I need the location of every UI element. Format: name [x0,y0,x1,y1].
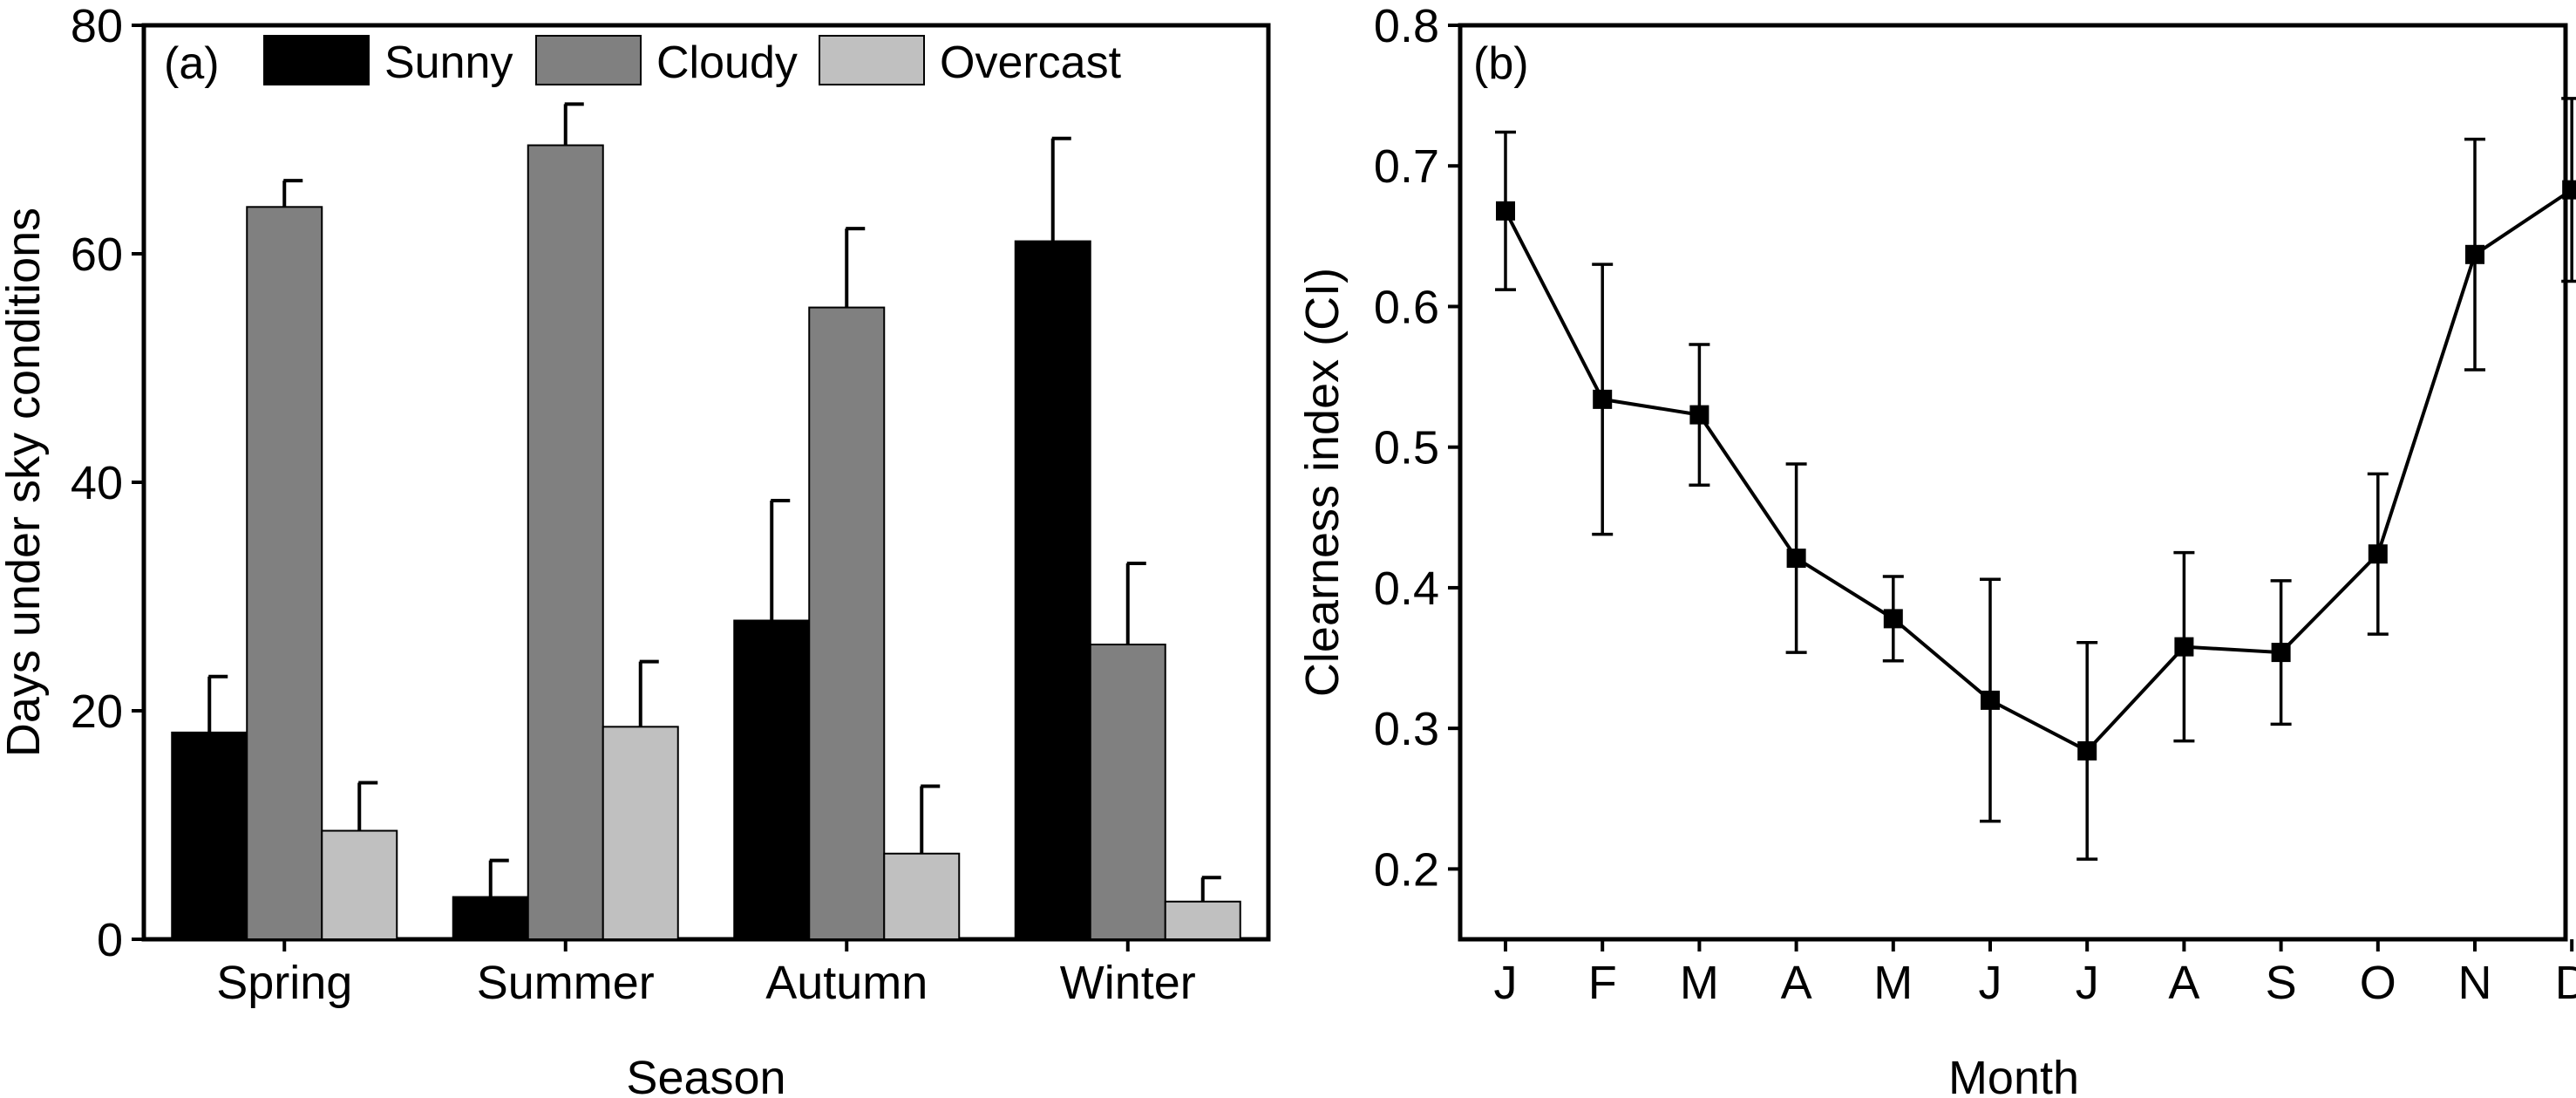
x-tick-label-a: Summer [477,957,655,1009]
y-tick-label-b: 0.6 [1374,281,1439,333]
series-line-b [1504,188,2573,754]
x-tick-label-a: Autumn [765,957,928,1009]
panel-label-a: (a) [164,38,220,89]
bar-overcast [602,726,679,941]
bar-cloudy [808,306,886,940]
x-axis-title-b: Month [1948,1052,2079,1098]
x-tick-label-a: Spring [216,957,352,1009]
bar-cloudy [246,206,323,941]
data-point-b [2465,244,2484,264]
bar-sunny [733,619,811,940]
y-tick-label-b: 0.7 [1374,140,1439,193]
x-axis-title-a: Season [626,1052,785,1098]
y-tick-label-b: 0.5 [1374,422,1439,474]
y-tick-label-a: 0 [97,914,123,966]
legend-label-cloudy: Cloudy [656,38,798,88]
y-axis-title-b: Clearness index (CI) [1296,268,1349,697]
bar-sunny [1014,240,1091,940]
data-point-b [1786,549,1806,569]
axes-a: 0 20 40 60 80 Spring Summer Autumn Winter [71,0,1196,1009]
legend-swatch-overcast [819,35,925,85]
data-point-b [1981,690,2000,710]
x-tick-label-b: M [1680,957,1719,1009]
bar-sunny [171,731,248,941]
data-point-b [1593,389,1613,409]
data-point-b [2174,637,2194,657]
y-tick-label-b: 0.2 [1374,843,1439,896]
y-tick-label-b: 0.8 [1374,0,1439,52]
bar-cloudy [527,144,604,941]
x-tick-label-b: J [2076,957,2099,1009]
panel-label-b: (b) [1473,38,1529,89]
y-axis-title-a: Days under sky conditions [0,208,50,757]
chart-panel-a: 0 20 40 60 80 Spring Summer Autumn Winter (a) Su… [0,0,1271,1098]
data-point-b [2077,740,2097,760]
data-point-b [1496,201,1515,221]
x-tick-label-b: D [2555,957,2576,1009]
bar-overcast [1164,900,1241,941]
line-series-b [1495,97,2576,861]
data-point-b [1883,609,1903,629]
y-tick-label-a: 80 [71,0,123,52]
plot-frame-b [1458,23,2568,942]
y-tick-label-a: 60 [71,228,123,281]
x-tick-label-b: J [1979,957,2002,1009]
legend-swatch-cloudy [535,35,642,85]
y-tick-label-a: 40 [71,457,123,509]
legend-label-overcast: Overcast [940,38,1122,88]
bar-group-a [171,102,1241,941]
x-tick-label-b: O [2360,957,2396,1009]
data-point-b [2562,180,2576,200]
legend-label-sunny: Sunny [384,38,513,88]
x-tick-label-b: M [1873,957,1913,1009]
data-point-b [2368,544,2388,564]
y-tick-label-a: 20 [71,685,123,738]
bar-overcast [321,829,398,940]
y-tick-label-b: 0.3 [1374,703,1439,755]
bar-overcast [883,852,961,940]
axes-b: 0.2 0.3 0.4 0.5 0.6 0.7 0.8 J F M A M J J A S O N D [1374,0,2576,1009]
x-tick-label-b: J [1494,957,1518,1009]
data-point-b [2271,643,2291,663]
x-tick-label-b: F [1588,957,1617,1009]
legend-swatch-sunny [263,35,370,85]
chart-panel-b: 0.2 0.3 0.4 0.5 0.6 0.7 0.8 J F M A M J J A S O N D (b) Mo… [1296,0,2576,1098]
x-tick-label-a: Winter [1060,957,1196,1009]
y-tick-label-b: 0.4 [1374,563,1439,615]
data-point-b [1689,405,1709,425]
x-tick-label-b: A [1781,957,1812,1009]
x-tick-label-b: A [2168,957,2199,1009]
bar-cloudy [1089,644,1166,941]
bar-sunny [452,896,529,941]
x-tick-label-b: N [2458,957,2492,1009]
legend-a: Sunny Cloudy Overcast [263,35,1122,88]
x-tick-label-b: S [2266,957,2297,1009]
